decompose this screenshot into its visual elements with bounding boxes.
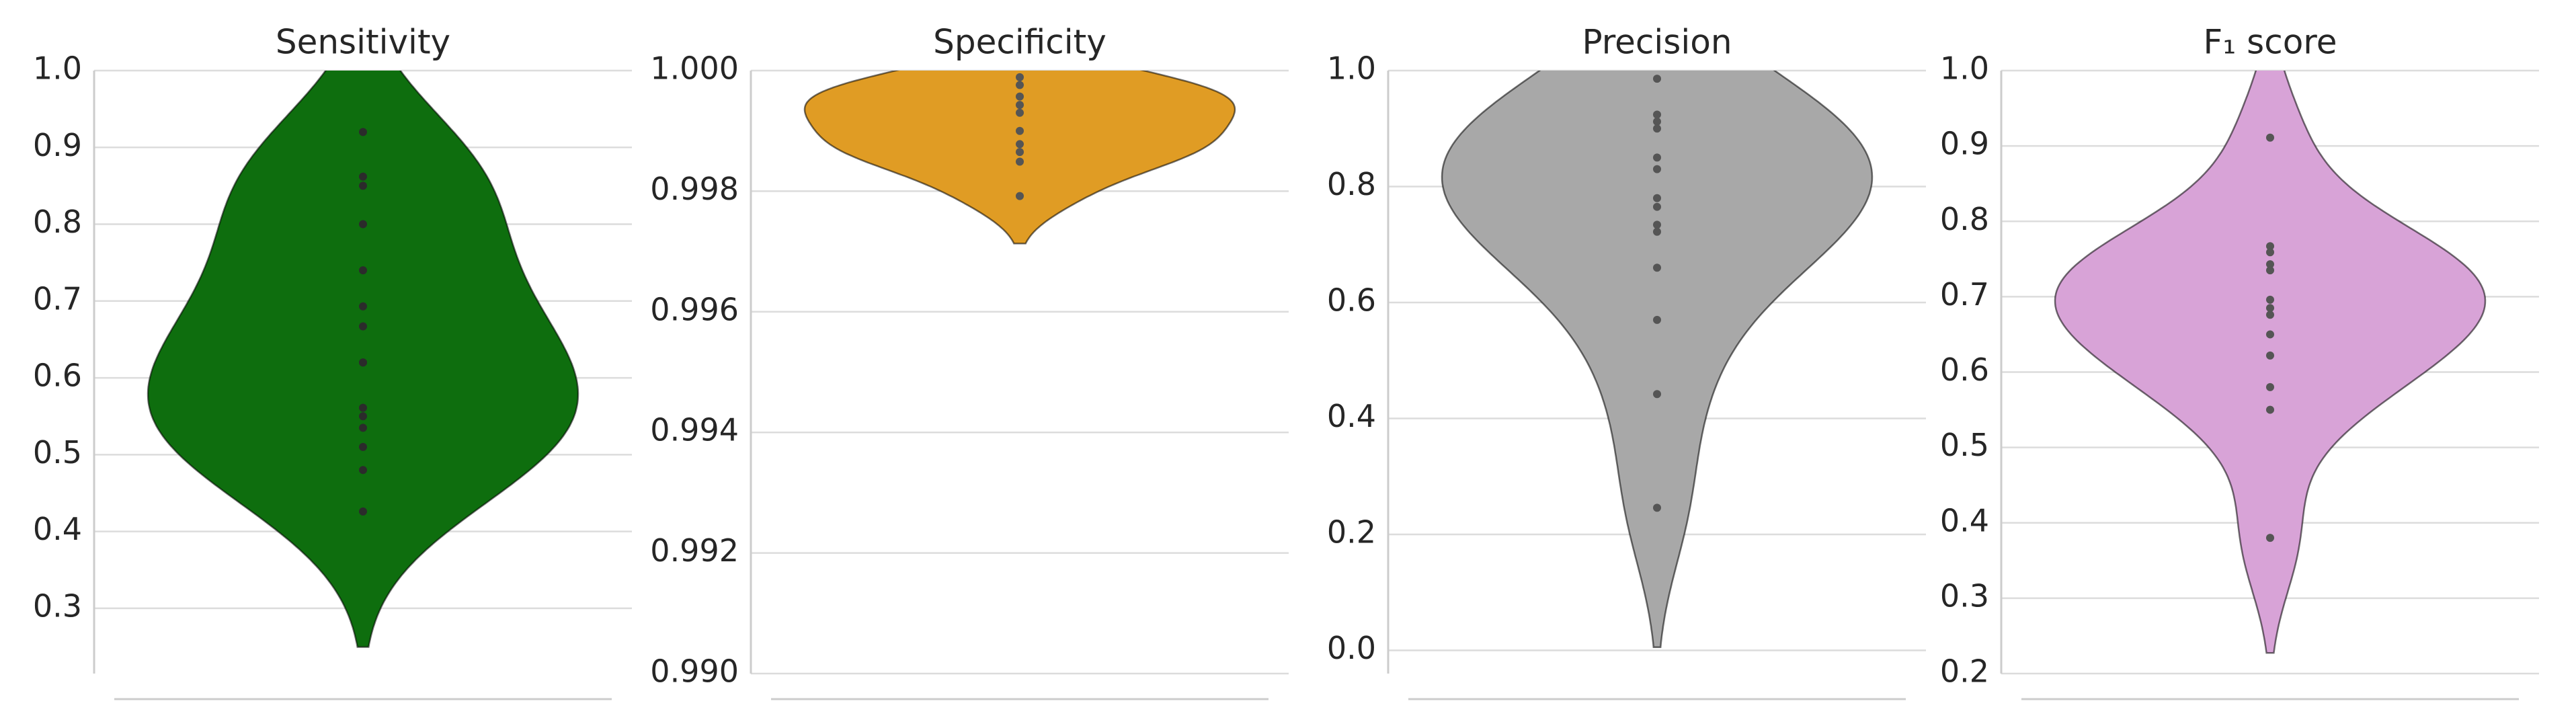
data-point	[1016, 108, 1024, 117]
data-point	[2266, 405, 2274, 414]
data-point	[2266, 534, 2274, 542]
data-point	[1653, 390, 1661, 399]
y-tick-label: 0.6	[1327, 282, 1376, 319]
data-point	[1016, 140, 1024, 149]
data-point	[359, 172, 367, 181]
data-point	[1653, 117, 1661, 126]
y-tick-label: 0.992	[650, 532, 739, 569]
data-point	[359, 266, 367, 275]
data-point	[2266, 242, 2274, 251]
y-tick-label: 0.8	[33, 204, 82, 240]
data-point	[1653, 110, 1661, 119]
y-tick-label: 0.8	[1940, 201, 1989, 237]
data-point	[2266, 330, 2274, 339]
y-tick-label: 0.8	[1327, 166, 1376, 202]
data-point	[2266, 351, 2274, 360]
data-point	[359, 220, 367, 229]
violin-body	[803, 71, 1236, 245]
data-point	[359, 302, 367, 311]
data-point	[359, 128, 367, 136]
data-point	[359, 466, 367, 475]
data-point	[1653, 503, 1661, 512]
data-point	[1653, 75, 1661, 83]
data-point	[2266, 304, 2274, 313]
y-tick-label: 0.998	[650, 171, 739, 207]
data-point	[1016, 73, 1024, 81]
data-point	[359, 442, 367, 451]
y-tick-label: 0.5	[33, 434, 82, 471]
violin-body	[1441, 71, 1874, 649]
data-point	[1653, 165, 1661, 173]
data-point	[1016, 157, 1024, 166]
y-tick-label: 0.7	[33, 280, 82, 317]
data-point	[1653, 202, 1661, 211]
data-point	[2266, 133, 2274, 142]
y-tick-label: 1.0	[1327, 50, 1376, 87]
y-tick-label: 0.3	[33, 588, 82, 624]
chart-title: Sensitivity	[276, 23, 450, 62]
y-tick-label: 0.996	[650, 291, 739, 327]
y-tick-label: 0.6	[33, 358, 82, 394]
data-point	[359, 358, 367, 367]
y-tick-label: 0.4	[1940, 502, 1989, 538]
y-tick-label: 0.4	[33, 511, 82, 547]
chart-title: Precision	[1582, 23, 1732, 62]
data-point	[1016, 92, 1024, 101]
y-tick-label: 0.2	[1327, 514, 1376, 551]
chart-title: Specificity	[933, 23, 1106, 62]
y-tick-label: 0.5	[1940, 427, 1989, 463]
data-point	[1016, 126, 1024, 135]
data-point	[1653, 124, 1661, 133]
y-tick-label: 0.3	[1940, 577, 1989, 614]
data-point	[359, 403, 367, 412]
data-point	[1016, 192, 1024, 200]
data-point	[359, 424, 367, 432]
y-tick-label: 0.4	[1327, 398, 1376, 434]
y-tick-label: 0.9	[33, 127, 82, 163]
y-tick-label: 0.6	[1940, 352, 1989, 388]
violin-body	[2054, 71, 2487, 654]
data-point	[1653, 315, 1661, 324]
data-point	[1653, 194, 1661, 202]
y-tick-label: 1.0	[33, 50, 82, 87]
data-point	[2266, 295, 2274, 304]
y-tick-label: 0.990	[650, 653, 739, 690]
data-point	[2266, 311, 2274, 319]
y-tick-label: 0.2	[1940, 653, 1989, 690]
data-point	[2266, 248, 2274, 257]
y-tick-label: 1.000	[650, 50, 739, 87]
chart-title: F₁ score	[2203, 23, 2337, 62]
y-tick-label: 1.0	[1940, 50, 1989, 87]
data-point	[359, 182, 367, 190]
data-point	[1653, 220, 1661, 229]
data-point	[2266, 266, 2274, 275]
data-point	[1016, 101, 1024, 110]
data-point	[2266, 382, 2274, 391]
data-point	[1653, 264, 1661, 272]
y-tick-label: 0.994	[650, 412, 739, 448]
data-point	[1653, 227, 1661, 236]
y-tick-label: 0.7	[1940, 276, 1989, 313]
data-point	[359, 507, 367, 516]
data-point	[1653, 153, 1661, 162]
data-point	[359, 412, 367, 421]
y-tick-label: 0.9	[1940, 126, 1989, 162]
data-point	[1016, 81, 1024, 89]
data-point	[1016, 148, 1024, 157]
y-tick-label: 0.0	[1327, 630, 1376, 666]
data-point	[2266, 260, 2274, 269]
data-point	[359, 322, 367, 331]
